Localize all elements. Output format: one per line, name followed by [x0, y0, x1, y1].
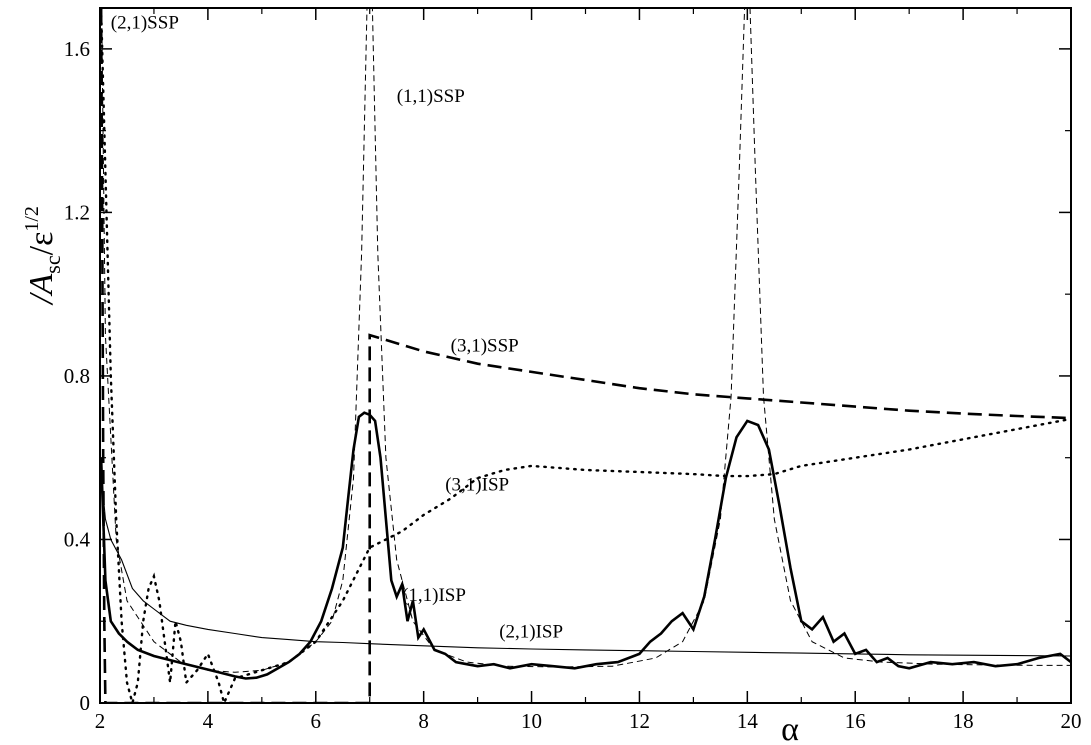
y-axis-label-subscript: sc — [40, 255, 65, 274]
x-tick-label: 18 — [953, 709, 974, 733]
series-line-dotted — [100, 8, 1071, 703]
y-tick-label: 0.8 — [64, 364, 90, 388]
tick-layer: 2 4 6 8 10 12 14 16 18 20 0 0.4 0.8 1.2 1.6 — [64, 8, 1082, 733]
y-tick-label: 1.2 — [64, 200, 90, 224]
series-layer — [100, 8, 1071, 703]
x-tick-label: 2 — [95, 709, 106, 733]
series-line-thin-solid — [101, 478, 1071, 657]
y-axis-label: /Asc/ε1/2 — [21, 206, 65, 306]
y-axis-label-superscript: 1/2 — [21, 206, 43, 232]
annotation-layer: (2,1)SSP (1,1)SSP (3,1)SSP (3,1)ISP (1,1)ISP… — [111, 12, 563, 642]
plot-frame — [99, 7, 1072, 704]
x-tick-label: 6 — [311, 709, 322, 733]
y-tick-label: 0.4 — [64, 527, 91, 551]
x-tick-label: 20 — [1061, 709, 1082, 733]
curve-annotation: (1,1)SSP — [397, 86, 465, 107]
x-tick-label: 14 — [737, 709, 759, 733]
curve-annotation: (2,1)ISP — [499, 622, 563, 643]
series-line-thick-dashed — [100, 8, 1071, 703]
x-axis-label: α — [781, 711, 799, 745]
y-axis-label-middle: /ε — [23, 232, 60, 256]
x-tick-label: 12 — [629, 709, 650, 733]
curve-annotation: (3,1)ISP — [445, 474, 509, 495]
y-tick-label: 1.6 — [64, 37, 90, 61]
y-tick-label: 0 — [80, 691, 91, 715]
curve-annotation: (2,1)SSP — [111, 12, 179, 33]
x-tick-label: 16 — [845, 709, 866, 733]
series-line-thin-dashed — [749, 8, 1071, 666]
x-tick-label: 4 — [203, 709, 214, 733]
x-tick-label: 8 — [418, 709, 429, 733]
curve-annotation: (3,1)SSP — [451, 335, 519, 356]
curve-annotation: (1,1)ISP — [402, 585, 466, 606]
series-line-thick-solid — [100, 411, 1071, 680]
series-line-thin-dashed — [101, 8, 370, 673]
series-line-thin-dashed — [369, 8, 746, 668]
y-axis-label-prefix: /A — [23, 273, 60, 305]
x-tick-label: 10 — [521, 709, 542, 733]
